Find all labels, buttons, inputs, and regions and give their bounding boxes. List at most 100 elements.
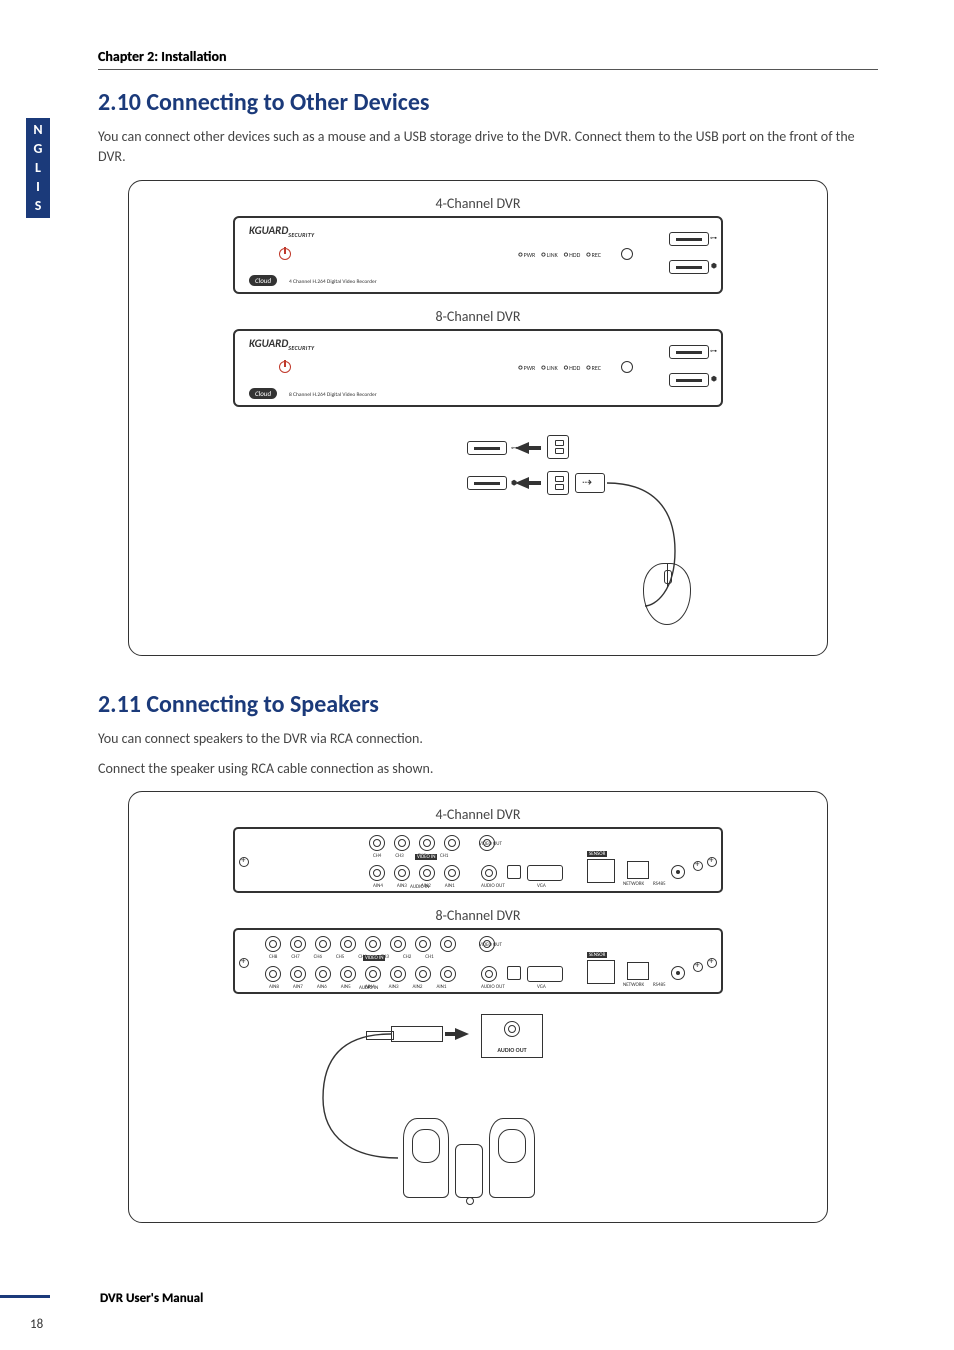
network-port	[627, 962, 649, 980]
rca-jack	[290, 966, 306, 982]
footer-accent	[0, 1295, 50, 1298]
led-row: PWR LINK HDD REC	[518, 250, 601, 260]
screw-icon	[707, 857, 717, 867]
usb-icon: ⊶	[511, 443, 719, 452]
video-in-row	[369, 835, 460, 851]
video-ch-labels: CH8CH7CH6CH5CH4CH3CH2CH1	[269, 954, 434, 960]
audio-out-jack	[481, 865, 497, 881]
alarm-block	[587, 960, 615, 984]
rca-jack	[369, 865, 385, 881]
audio-in-row	[369, 865, 460, 881]
screw-icon	[693, 962, 703, 972]
rca-jack	[394, 865, 410, 881]
usb-port-icon	[467, 441, 507, 455]
rca-jack	[444, 865, 460, 881]
brand-logo: KGUARDSECURITY	[249, 224, 314, 239]
audio-out-label: AUDIO OUT	[481, 984, 505, 990]
rca-jack	[419, 835, 435, 851]
arrow-tail	[529, 481, 541, 485]
language-tab: ENGLISH	[26, 118, 50, 218]
section-210-body: You can connect other devices such as a …	[98, 127, 878, 168]
audio-out-jack	[481, 966, 497, 982]
usb-port-1	[669, 345, 709, 359]
dc-jack	[671, 966, 685, 980]
rca-jack	[440, 966, 456, 982]
audio-in-row	[265, 966, 456, 982]
page-number: 18	[30, 1317, 43, 1332]
rca-jack	[315, 966, 331, 982]
video-in-label: VIDEO IN	[415, 854, 437, 860]
dvr4-rear-panel: CH4CH3CH2CH1 VIDEO IN AIN4AIN3AIN2AIN1 A…	[233, 827, 723, 893]
rca-jack	[415, 936, 431, 952]
arrow-icon	[515, 477, 529, 489]
screw-icon	[239, 958, 249, 968]
flash-drive-icon	[547, 471, 569, 495]
flash-drive-icon	[547, 435, 569, 459]
dvr4-front-panel: KGUARDSECURITY Cloud 4 Channel H.264 Dig…	[233, 216, 723, 294]
sensor-label: SENSOR	[587, 851, 607, 857]
usb-port-icon	[467, 476, 507, 490]
usb-icon: ⬢	[711, 261, 717, 270]
vga-port	[527, 865, 563, 881]
figure-speakers: 4-Channel DVR CH4CH3CH2CH1 VIDEO IN	[128, 791, 828, 1223]
footer-title: DVR User's Manual	[100, 1291, 203, 1306]
dvr4-desc: 4 Channel H.264 Digital Video Recorder	[289, 279, 377, 285]
network-label: NETWORK	[623, 881, 644, 887]
network-label: NETWORK	[623, 982, 644, 988]
led-row: PWR LINK HDD REC	[518, 363, 601, 373]
rca-jack	[369, 835, 385, 851]
mouse-plug-icon	[575, 473, 605, 493]
dvr8-rear-title: 8-Channel DVR	[159, 907, 797, 924]
network-port	[627, 861, 649, 879]
usb-icon: ⬢	[711, 374, 717, 383]
audio-in-label: AUDIO IN	[359, 985, 378, 991]
audio-in-label: AUDIO IN	[410, 884, 429, 890]
rs485-label: RS485	[653, 881, 666, 887]
rca-jack	[444, 835, 460, 851]
arrow-tail	[529, 446, 541, 450]
rca-jack	[290, 936, 306, 952]
screw-icon	[239, 857, 249, 867]
sensor-label: SENSOR	[587, 952, 607, 958]
rca-jack	[365, 966, 381, 982]
rca-jack	[419, 865, 435, 881]
screw-icon	[707, 958, 717, 968]
dvr8-desc: 8 Channel H.264 Digital Video Recorder	[289, 392, 377, 398]
chapter-header: Chapter 2: Installation	[98, 48, 878, 70]
rca-jack	[390, 966, 406, 982]
section-210-title: 2.10 Connecting to Other Devices	[98, 88, 878, 117]
dvr4-rear-title: 4-Channel DVR	[159, 806, 797, 823]
rs485-label: RS485	[653, 982, 666, 988]
cloud-badge: Cloud	[249, 275, 277, 286]
speaker-cable	[313, 1028, 403, 1168]
rca-jack	[340, 936, 356, 952]
dvr4-title: 4-Channel DVR	[159, 195, 797, 212]
usb-port-2	[669, 373, 709, 387]
power-icon	[279, 361, 291, 373]
usb-icon: ⊶	[710, 233, 717, 242]
vga-label: VGA	[537, 883, 546, 889]
rca-jack	[340, 966, 356, 982]
rca-jack	[315, 936, 331, 952]
audio-out-callout: AUDIO OUT	[481, 1014, 543, 1058]
video-out-label: VIDEO OUT	[479, 841, 502, 847]
rca-jack	[365, 936, 381, 952]
dvr8-title: 8-Channel DVR	[159, 308, 797, 325]
rca-jack	[265, 966, 281, 982]
audio-out-label: AUDIO OUT	[481, 883, 505, 889]
usb-port-1	[669, 232, 709, 246]
ir-receiver	[621, 248, 633, 260]
section-211-title: 2.11 Connecting to Speakers	[98, 690, 878, 719]
video-in-label: VIDEO IN	[363, 955, 385, 961]
hdmi-port	[507, 865, 521, 879]
alarm-block	[587, 859, 615, 883]
rca-jack	[394, 835, 410, 851]
audio-out-label: AUDIO OUT	[497, 1046, 526, 1054]
section-211-body1: You can connect speakers to the DVR via …	[98, 729, 878, 749]
page-content: Chapter 2: Installation 2.10 Connecting …	[98, 48, 878, 1223]
vga-port	[527, 966, 563, 982]
section-211-body2: Connect the speaker using RCA cable conn…	[98, 759, 878, 779]
speaker-icon	[403, 1118, 449, 1198]
speaker-connection-diagram: AUDIO OUT	[233, 1008, 723, 1198]
cloud-badge: Cloud	[249, 388, 277, 399]
